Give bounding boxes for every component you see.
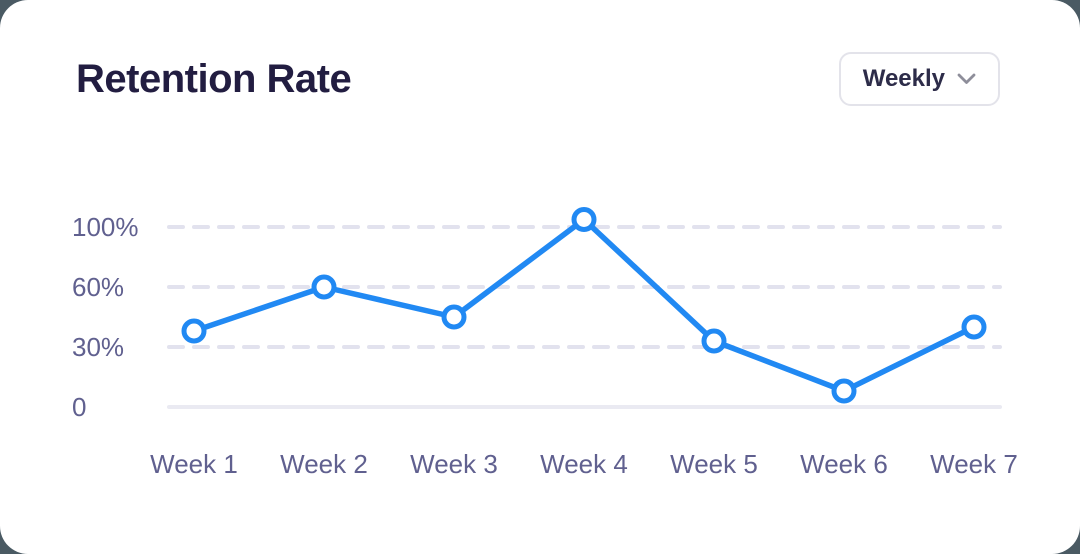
x-axis-tick-label: Week 6 — [800, 449, 888, 479]
y-axis-tick-label: 60% — [72, 272, 124, 302]
x-axis-tick-label: Week 5 — [670, 449, 758, 479]
data-point-week-2 — [311, 274, 337, 300]
period-dropdown[interactable]: Weekly — [838, 52, 1000, 106]
retention-line-series — [191, 216, 977, 394]
y-axis-tick-label: 0 — [72, 392, 86, 422]
period-dropdown-label: Weekly — [862, 65, 945, 92]
y-axis-tick-label: 30% — [72, 332, 124, 362]
data-point-week-6 — [831, 378, 857, 404]
x-axis-tick-label: Week 1 — [150, 449, 238, 479]
data-point-week-3 — [441, 304, 467, 330]
x-axis-tick-label: Week 2 — [280, 449, 368, 479]
y-axis-tick-label: 100% — [72, 212, 139, 242]
page-title: Retention Rate — [76, 57, 352, 101]
chevron-down-icon — [957, 73, 976, 84]
data-point-week-7 — [961, 314, 987, 340]
data-point-week-4 — [571, 207, 597, 232]
x-axis-tick-label: Week 4 — [540, 449, 628, 479]
card-header: Retention Rate Weekly — [76, 50, 1000, 108]
x-axis-tick-label: Week 7 — [930, 449, 1018, 479]
data-point-week-5 — [701, 328, 727, 354]
data-point-week-1 — [181, 318, 207, 344]
x-axis-tick-label: Week 3 — [410, 449, 498, 479]
